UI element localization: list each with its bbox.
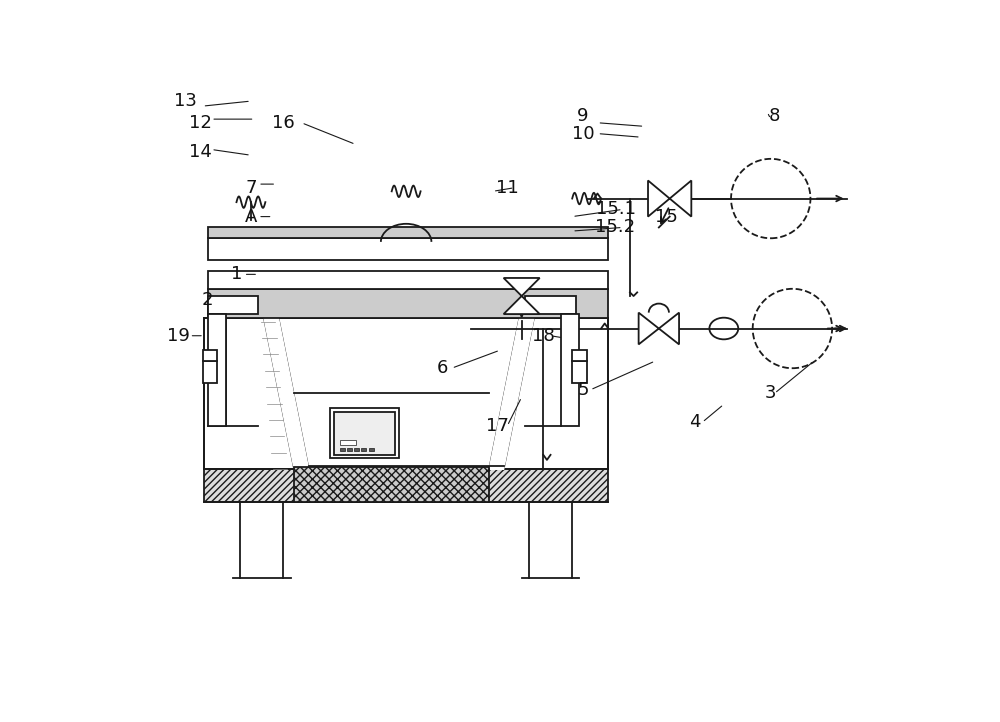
Bar [572,361,587,383]
Text: A: A [245,208,257,225]
Text: 18: 18 [532,327,555,344]
Text: 15.2: 15.2 [595,219,636,236]
Bar [203,361,217,383]
FancyBboxPatch shape [208,271,608,289]
Text: 2: 2 [202,291,213,308]
Polygon shape [258,289,309,469]
Polygon shape [504,296,540,314]
FancyBboxPatch shape [561,314,579,426]
Polygon shape [504,278,540,296]
Text: 16: 16 [272,114,295,131]
Polygon shape [648,180,670,217]
Bar [340,440,356,445]
Text: 12: 12 [189,114,212,131]
Text: 11: 11 [496,179,519,196]
FancyBboxPatch shape [294,467,489,502]
Bar [203,350,217,361]
FancyBboxPatch shape [330,408,399,458]
Text: 19: 19 [167,327,190,344]
FancyBboxPatch shape [334,412,395,455]
Text: 5: 5 [577,381,589,399]
FancyBboxPatch shape [525,296,576,314]
Text: 15.1: 15.1 [596,201,636,218]
Text: 14: 14 [189,143,212,160]
FancyBboxPatch shape [204,318,608,469]
Bar [347,448,352,451]
Text: 3: 3 [765,385,776,402]
Text: 17: 17 [486,417,509,435]
FancyBboxPatch shape [208,227,608,238]
Polygon shape [489,289,540,469]
Text: 15: 15 [655,208,677,225]
Text: 13: 13 [174,92,197,110]
Bar [369,448,374,451]
Polygon shape [639,313,659,344]
Text: 6: 6 [437,360,448,377]
Text: 1: 1 [231,266,242,283]
FancyBboxPatch shape [208,289,608,318]
Text: 8: 8 [769,107,780,124]
Text: 10: 10 [572,125,594,142]
Text: 7: 7 [245,179,257,196]
Bar [361,448,366,451]
FancyBboxPatch shape [208,238,608,260]
FancyBboxPatch shape [208,296,258,314]
Bar [340,448,345,451]
Bar [572,350,587,361]
Bar [354,448,359,451]
Text: 4: 4 [689,414,701,431]
Polygon shape [659,313,679,344]
Text: 9: 9 [577,107,589,124]
Polygon shape [670,180,691,217]
FancyBboxPatch shape [204,469,608,502]
FancyBboxPatch shape [208,314,226,426]
